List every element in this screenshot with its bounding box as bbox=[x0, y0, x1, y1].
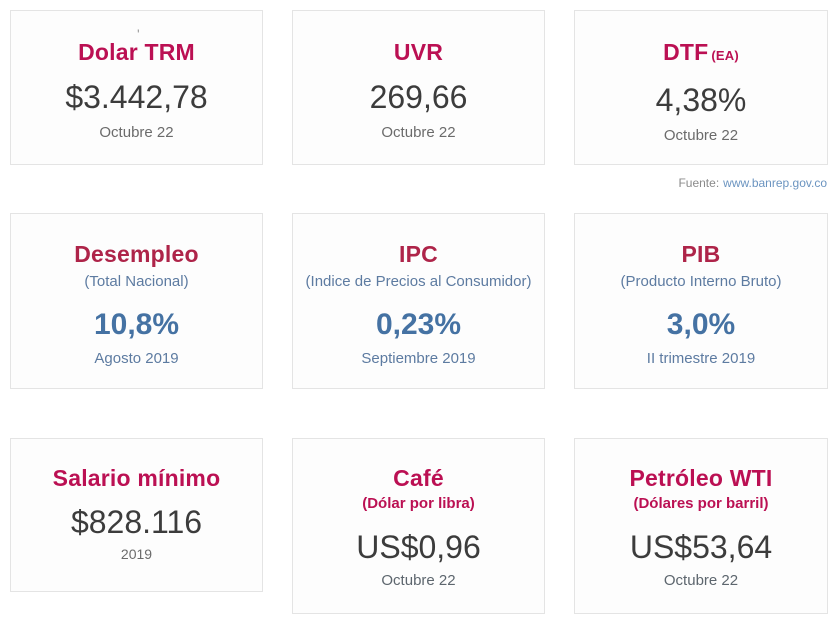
card-desempleo: Desempleo (Total Nacional) 10,8% Agosto … bbox=[10, 213, 263, 389]
card-subtitle-cafe: (Dólar por libra) bbox=[362, 495, 475, 512]
card-date-dolar-trm: Octubre 22 bbox=[99, 124, 174, 141]
card-date-salario-minimo: 2019 bbox=[120, 546, 153, 562]
card-subtitle-ipc: (Indice de Precios al Consumidor) bbox=[305, 273, 532, 290]
card-cafe: Café (Dólar por libra) US$0,96 Octubre 2… bbox=[292, 438, 545, 614]
card-title-salario-minimo: Salario mínimo bbox=[52, 465, 221, 491]
stray-mark: ' bbox=[137, 26, 140, 42]
card-value-uvr: 269,66 bbox=[369, 79, 468, 115]
card-value-petroleo-wti: US$53,64 bbox=[629, 529, 773, 565]
card-title-dtf: DTF (EA) bbox=[575, 39, 827, 69]
card-date-pib: II trimestre 2019 bbox=[646, 350, 756, 367]
card-date-petroleo-wti: Octubre 22 bbox=[663, 572, 739, 589]
card-title-ipc: IPC bbox=[399, 241, 438, 267]
source-note: Fuente: www.banrep.gov.co bbox=[0, 176, 827, 191]
card-date-dtf: Octubre 22 bbox=[663, 127, 739, 144]
card-value-pib: 3,0% bbox=[666, 308, 736, 341]
card-uvr: UVR 269,66 Octubre 22 bbox=[292, 10, 545, 165]
indicators-row-2: Desempleo (Total Nacional) 10,8% Agosto … bbox=[10, 213, 840, 389]
card-title-desempleo: Desempleo bbox=[74, 241, 199, 267]
card-subtitle-desempleo: (Total Nacional) bbox=[84, 273, 189, 290]
card-title-dtf-text: DTF bbox=[663, 39, 709, 65]
card-value-ipc: 0,23% bbox=[375, 308, 462, 341]
card-date-ipc: Septiembre 2019 bbox=[361, 350, 476, 367]
card-title-petroleo-wti: Petróleo WTI bbox=[629, 465, 773, 491]
card-date-uvr: Octubre 22 bbox=[381, 124, 456, 141]
card-petroleo-wti: Petróleo WTI (Dólares por barril) US$53,… bbox=[574, 438, 828, 614]
card-value-desempleo: 10,8% bbox=[93, 308, 180, 341]
card-dtf: DTF (EA) 4,38% Octubre 22 bbox=[574, 10, 828, 165]
card-subtitle-pib: (Producto Interno Bruto) bbox=[620, 273, 782, 290]
card-subtitle-petroleo-wti: (Dólares por barril) bbox=[633, 495, 769, 512]
card-title-pib: PIB bbox=[681, 241, 721, 267]
card-salario-minimo: Salario mínimo $828.116 2019 bbox=[10, 438, 263, 592]
indicators-row-1: ' Dolar TRM $3.442,78 Octubre 22 UVR 269… bbox=[10, 10, 840, 165]
card-title-uvr: UVR bbox=[393, 39, 444, 65]
card-title-dtf-suffix: (EA) bbox=[711, 48, 739, 63]
indicators-row-3: Salario mínimo $828.116 2019 Café (Dólar… bbox=[10, 438, 840, 614]
card-value-dtf: 4,38% bbox=[655, 82, 747, 118]
economic-indicators-dashboard: ' Dolar TRM $3.442,78 Octubre 22 UVR 269… bbox=[0, 10, 840, 628]
card-title-dolar-trm: Dolar TRM bbox=[78, 39, 195, 65]
card-dolar-trm: ' Dolar TRM $3.442,78 Octubre 22 bbox=[10, 10, 263, 165]
card-ipc: IPC (Indice de Precios al Consumidor) 0,… bbox=[292, 213, 545, 389]
source-link[interactable]: www.banrep.gov.co bbox=[723, 176, 827, 190]
card-title-cafe: Café bbox=[393, 465, 444, 491]
card-value-cafe: US$0,96 bbox=[356, 529, 481, 565]
card-pib: PIB (Producto Interno Bruto) 3,0% II tri… bbox=[574, 213, 828, 389]
card-date-cafe: Octubre 22 bbox=[381, 572, 456, 589]
card-date-desempleo: Agosto 2019 bbox=[94, 350, 179, 367]
source-label: Fuente: bbox=[678, 176, 720, 190]
card-value-salario-minimo: $828.116 bbox=[70, 504, 203, 540]
card-value-dolar-trm: $3.442,78 bbox=[65, 79, 208, 115]
